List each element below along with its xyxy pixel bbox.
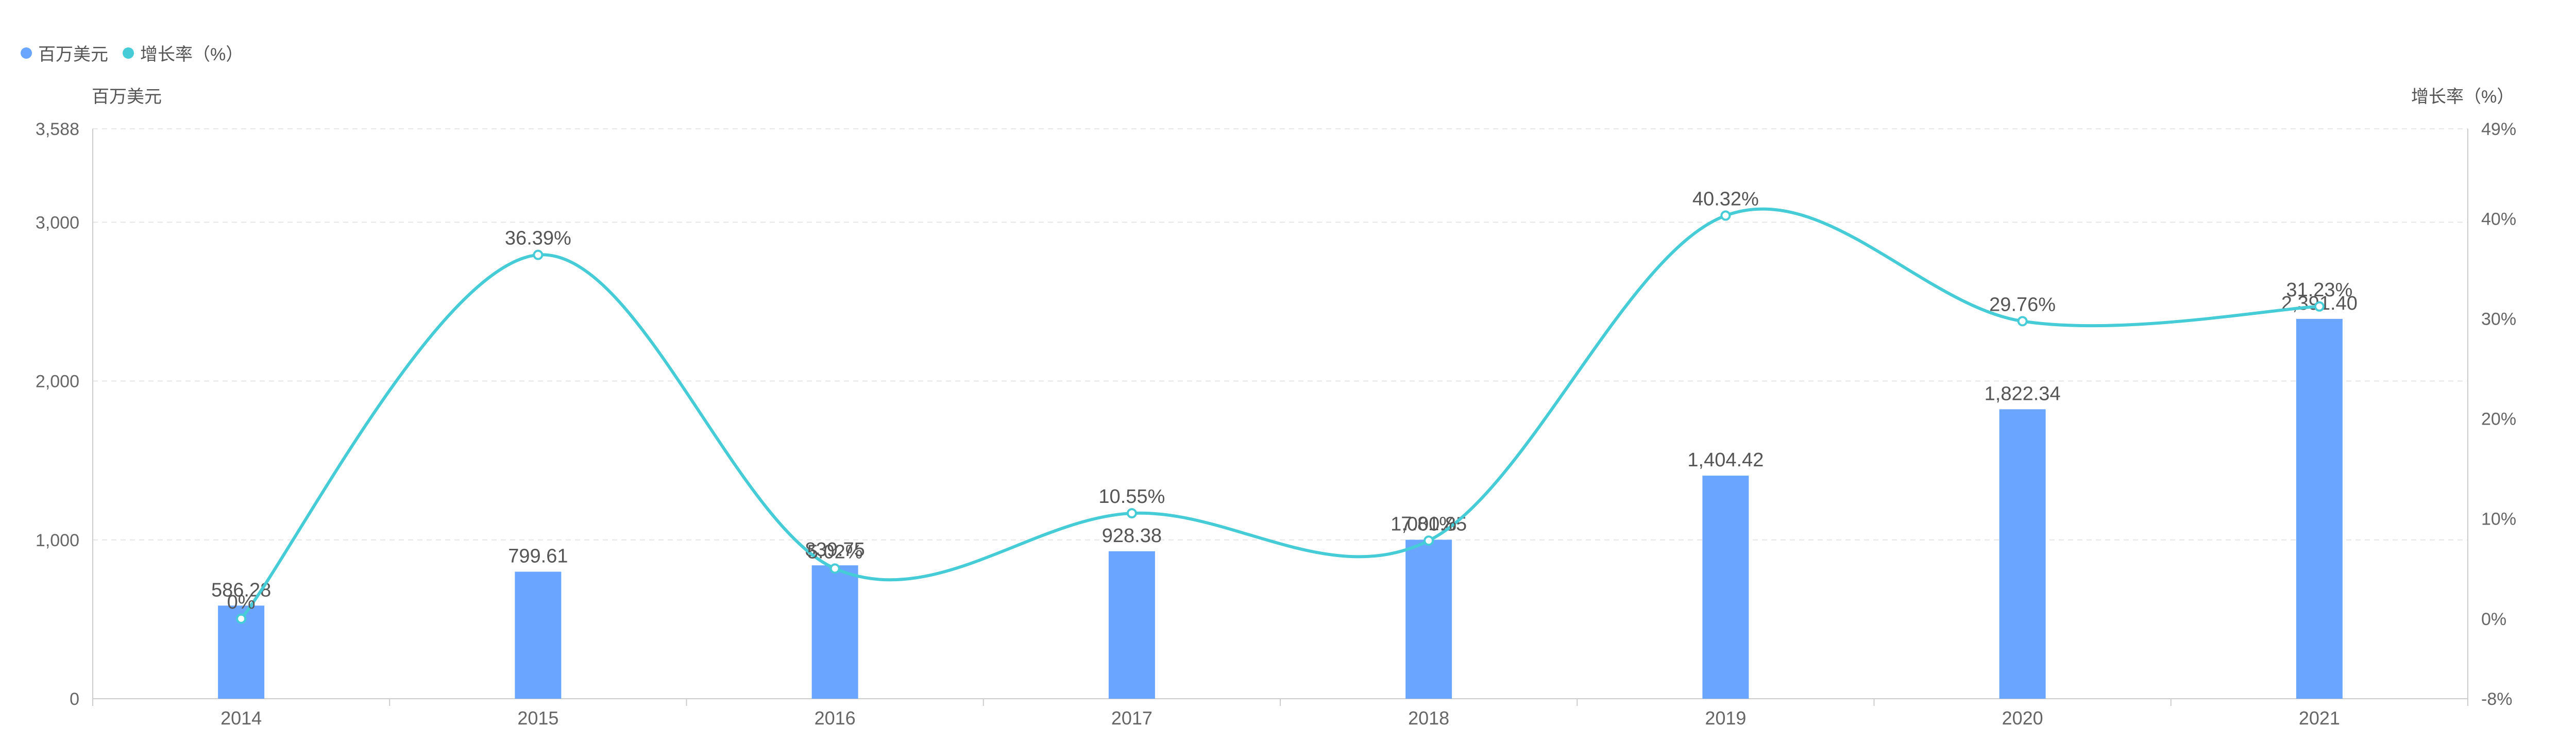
bar	[1702, 476, 1749, 699]
growth-value-label: 29.76%	[1989, 294, 2056, 315]
y-left-tick-label: 3,588	[36, 120, 79, 139]
x-tick-label: 2019	[1705, 707, 1746, 729]
growth-value-label: 31.23%	[2286, 279, 2352, 301]
growth-point	[1720, 210, 1731, 221]
y-right-tick-label: 30%	[2481, 310, 2516, 329]
bar	[1405, 539, 1452, 699]
x-tick-label: 2020	[2002, 707, 2043, 729]
x-tick-label: 2016	[815, 707, 856, 729]
legend-bar-label: 百万美元	[38, 45, 108, 64]
bar	[2296, 318, 2343, 699]
y-right-tick-label: 49%	[2481, 120, 2516, 139]
growth-point	[533, 249, 544, 260]
growth-value-label: 5.02%	[807, 541, 863, 563]
y-right-tick-label: 20%	[2481, 410, 2516, 429]
growth-value-label: 0%	[227, 592, 256, 613]
bar	[1108, 551, 1155, 699]
legend-line-label: 增长率（%）	[140, 45, 244, 64]
left-axis-title: 百万美元	[92, 87, 162, 107]
growth-point	[236, 613, 247, 624]
growth-value-label: 7.81%	[1401, 513, 1456, 535]
x-tick-label: 2018	[1408, 707, 1449, 729]
bar	[1999, 409, 2046, 699]
legend-item-line[interactable]: 增长率（%）	[123, 40, 243, 65]
x-tick-label: 2014	[221, 707, 262, 729]
right-axis-title: 增长率（%）	[2411, 87, 2515, 107]
y-left-tick-label: 3,000	[36, 213, 79, 232]
y-right-tick-label: 10%	[2481, 510, 2516, 529]
legend-line-marker	[123, 47, 134, 59]
y-left-tick-label: 0	[70, 689, 79, 709]
bar	[811, 565, 858, 699]
chart-legend: 百万美元 增长率（%）	[21, 40, 243, 65]
x-tick-label: 2017	[1111, 707, 1153, 729]
growth-value-label: 40.32%	[1692, 188, 1759, 210]
growth-value-label: 36.39%	[505, 228, 571, 249]
growth-point	[2314, 301, 2325, 312]
growth-point	[1126, 508, 1137, 519]
growth-point	[1423, 535, 1434, 546]
bar-value-label: 1,404.42	[1687, 449, 1764, 471]
growth-point	[2017, 316, 2028, 327]
legend-bar-marker	[21, 47, 32, 59]
y-right-tick-label: 0%	[2481, 610, 2506, 629]
y-left-tick-label: 1,000	[36, 531, 79, 550]
bar-value-label: 799.61	[508, 546, 568, 567]
y-right-tick-label: 40%	[2481, 210, 2516, 229]
y-left-tick-label: 2,000	[36, 372, 79, 392]
growth-point	[829, 563, 840, 574]
y-right-tick-label: -8%	[2481, 689, 2512, 709]
bar-value-label: 1,822.34	[1985, 383, 2061, 404]
bar	[515, 571, 562, 699]
legend-item-bar[interactable]: 百万美元	[21, 40, 108, 65]
bar-value-label: 928.38	[1102, 525, 1162, 547]
x-tick-label: 2015	[517, 707, 558, 729]
growth-value-label: 10.55%	[1098, 486, 1165, 508]
x-tick-label: 2021	[2299, 707, 2340, 729]
